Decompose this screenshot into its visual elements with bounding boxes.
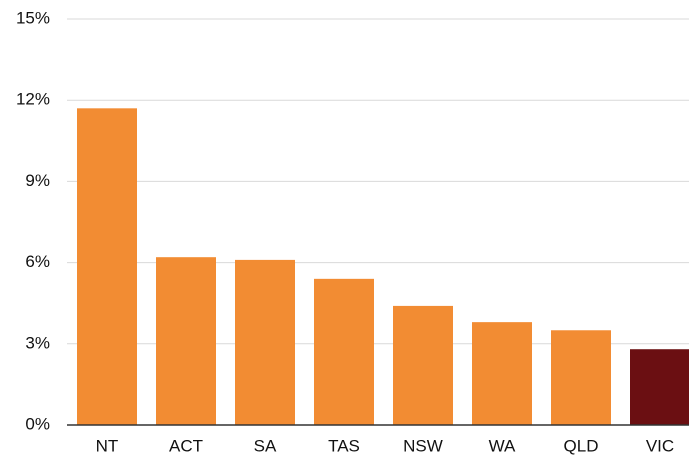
x-tick-label: WA: [489, 436, 516, 455]
bar: [472, 322, 532, 425]
y-tick-label: 15%: [16, 8, 50, 27]
y-tick-label: 3%: [25, 333, 50, 352]
bar: [235, 259, 295, 425]
bar: [393, 305, 453, 425]
y-tick-label: 12%: [16, 90, 50, 109]
y-tick-label: 9%: [25, 171, 50, 190]
y-tick-label: 0%: [25, 414, 50, 433]
x-tick-label: ACT: [169, 436, 203, 455]
bar: [551, 330, 611, 425]
x-tick-label: VIC: [646, 436, 674, 455]
bar: [630, 349, 689, 425]
x-tick-label: NT: [96, 436, 119, 455]
x-tick-label: NSW: [403, 436, 443, 455]
x-tick-label: TAS: [328, 436, 360, 455]
y-tick-label: 6%: [25, 252, 50, 271]
x-tick-label: QLD: [564, 436, 599, 455]
bar: [156, 257, 216, 425]
x-tick-label: SA: [254, 436, 277, 455]
bar: [314, 278, 374, 425]
bar: [77, 108, 137, 425]
